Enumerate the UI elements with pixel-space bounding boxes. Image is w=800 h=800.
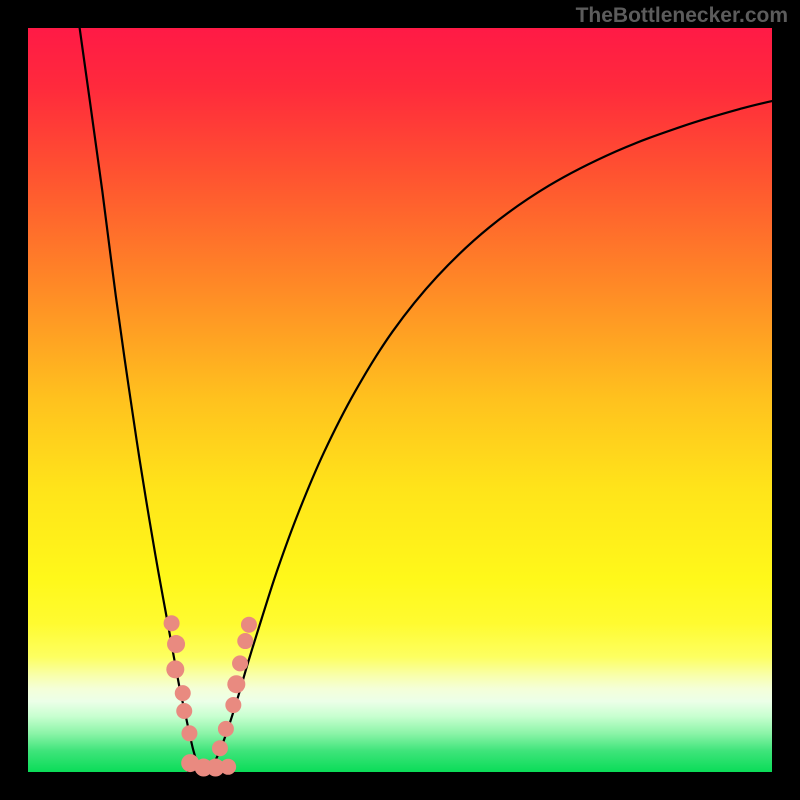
data-dot [220, 759, 236, 775]
data-dot [237, 633, 253, 649]
chart-svg [28, 28, 772, 772]
data-dot [241, 617, 257, 633]
canvas-root: TheBottlenecker.com [0, 0, 800, 800]
data-dot [225, 697, 241, 713]
data-dot [167, 635, 185, 653]
curve-right [205, 99, 779, 772]
data-dot [227, 675, 245, 693]
data-dot [176, 703, 192, 719]
curve-left [79, 21, 205, 772]
plot-area [28, 28, 772, 772]
data-dot [232, 655, 248, 671]
data-dot [175, 685, 191, 701]
watermark-text: TheBottlenecker.com [576, 4, 788, 28]
data-dot [181, 725, 197, 741]
data-dot [166, 660, 184, 678]
data-dot [212, 740, 228, 756]
dots-group [164, 615, 257, 776]
data-dot [164, 615, 180, 631]
data-dot [218, 721, 234, 737]
